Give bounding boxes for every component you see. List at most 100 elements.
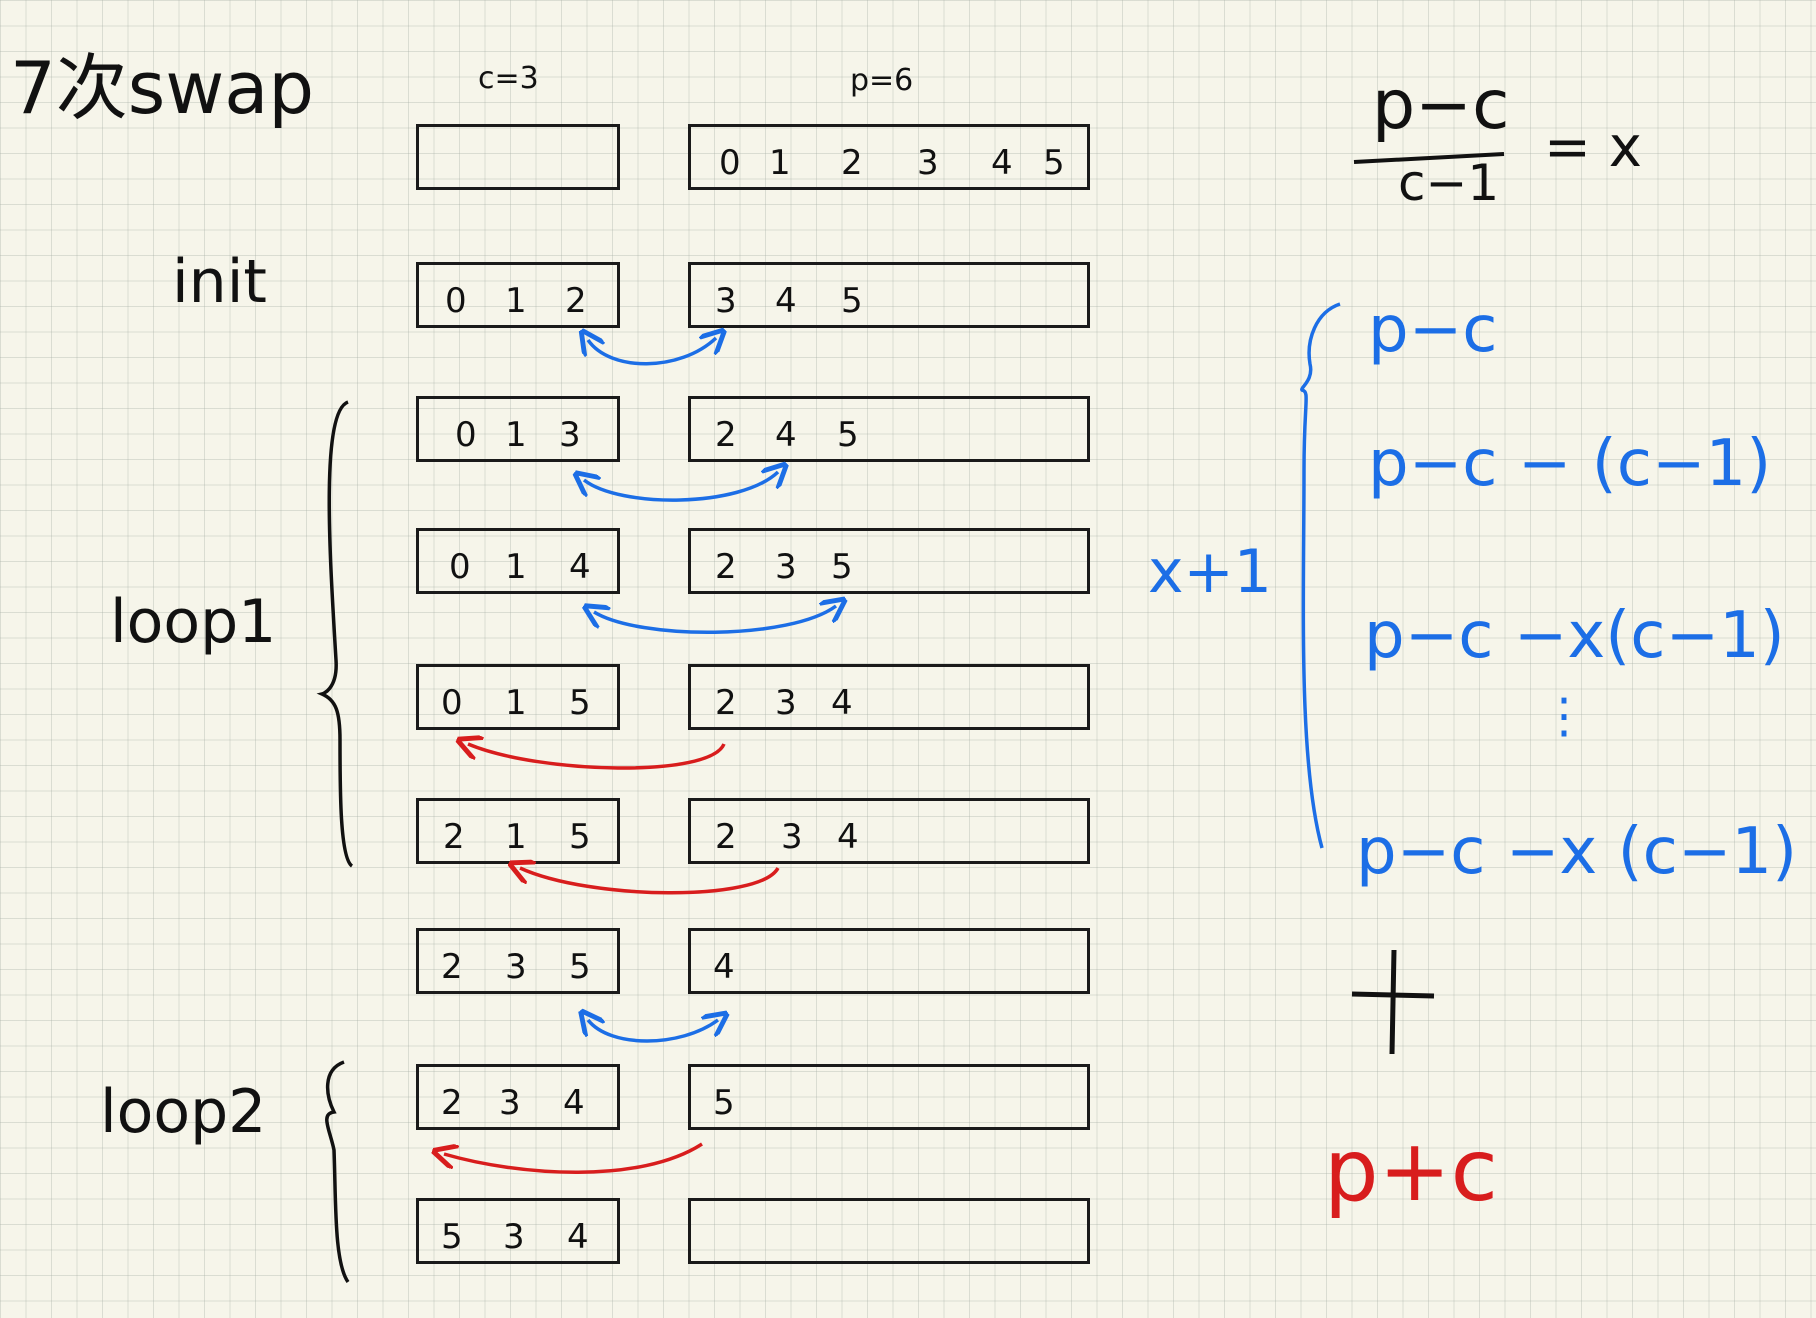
cell: 2 [441, 947, 463, 987]
swap-arrow [444, 1142, 703, 1174]
swap-arrow [588, 1020, 718, 1043]
cell: 5 [1043, 143, 1065, 183]
series-term: p−c [1368, 293, 1498, 367]
plus-sign [1351, 949, 1435, 1055]
array-row: 2 3 4 5 [0, 1064, 1816, 1139]
cell: 0 [445, 281, 467, 321]
cell: 1 [505, 281, 527, 321]
cell: 1 [505, 415, 527, 455]
array-row: 2 3 5 4 [0, 928, 1816, 1003]
c-array-box [416, 124, 620, 190]
p-array-box: 0 1 2 3 4 5 [688, 124, 1090, 190]
series-term: p−c −x (c−1) [1356, 815, 1798, 889]
cell: 0 [449, 547, 471, 587]
cell: 2 [715, 817, 737, 857]
cell: 0 [719, 143, 741, 183]
brace-label: x+1 [1148, 537, 1272, 607]
array-row: 0 1 4 2 3 5 [0, 528, 1816, 603]
fraction-bar [1353, 152, 1505, 164]
cell: 5 [569, 947, 591, 987]
cell: 4 [569, 547, 591, 587]
swap-arrow [594, 606, 836, 635]
cell: 4 [775, 415, 797, 455]
series-brace [1300, 302, 1341, 849]
p-array-box: 4 [688, 928, 1090, 994]
c-array-box: 5 3 4 [416, 1198, 620, 1264]
c-array-box: 2 3 5 [416, 928, 620, 994]
cell: 4 [567, 1217, 589, 1257]
p-array-box: 3 4 5 [688, 262, 1090, 328]
cell: 4 [775, 281, 797, 321]
swap-arrow [588, 338, 716, 366]
header-row: 0 1 2 3 4 5 [0, 124, 1816, 199]
array-row: 0 1 3 2 4 5 [0, 396, 1816, 471]
p-array-box: 2 3 4 [688, 664, 1090, 730]
cell: 3 [775, 547, 797, 587]
p-array-box: 5 [688, 1064, 1090, 1130]
cell: 5 [441, 1217, 463, 1257]
cell: 0 [455, 415, 477, 455]
cell: 2 [715, 547, 737, 587]
swap-arrow [520, 868, 780, 895]
cell: 1 [505, 817, 527, 857]
formula-denominator: c−1 [1398, 154, 1500, 212]
array-row: 0 1 2 3 4 5 [0, 262, 1816, 337]
cell: 3 [781, 817, 803, 857]
cell: 5 [841, 281, 863, 321]
c-array-box: 0 1 4 [416, 528, 620, 594]
cell: 4 [563, 1083, 585, 1123]
init-label: init [172, 247, 267, 317]
c-array-box: 0 1 5 [416, 664, 620, 730]
c-label: c=3 [478, 61, 539, 96]
cell: 0 [441, 683, 463, 723]
formula-numerator: p−c [1372, 66, 1510, 145]
cell: 3 [775, 683, 797, 723]
cell: 5 [831, 547, 853, 587]
cell: 4 [991, 143, 1013, 183]
p-array-box: 2 3 4 [688, 798, 1090, 864]
cell: 5 [713, 1083, 735, 1123]
cell: 3 [559, 415, 581, 455]
cell: 1 [769, 143, 791, 183]
loop1-brace [316, 400, 354, 868]
cell: 4 [713, 947, 735, 987]
c-array-box: 0 1 2 [416, 262, 620, 328]
swap-arrow [468, 744, 726, 770]
array-row: 0 1 5 2 3 4 [0, 664, 1816, 739]
c-array-box: 2 3 4 [416, 1064, 620, 1130]
cell: 4 [837, 817, 859, 857]
loop2-label: loop2 [100, 1077, 267, 1147]
final-term: p+c [1324, 1121, 1498, 1221]
cell: 2 [441, 1083, 463, 1123]
loop2-brace [325, 1060, 350, 1284]
p-array-box [688, 1198, 1090, 1264]
cell: 1 [505, 683, 527, 723]
series-term: p−c −x(c−1) [1364, 599, 1785, 673]
cell: 3 [505, 947, 527, 987]
title: 7次swap [10, 46, 315, 130]
cell: 3 [499, 1083, 521, 1123]
c-array-box: 0 1 3 [416, 396, 620, 462]
cell: 2 [715, 683, 737, 723]
p-array-box: 2 3 5 [688, 528, 1090, 594]
series-term: p−c − (c−1) [1368, 427, 1772, 501]
cell: 2 [565, 281, 587, 321]
cell: 3 [715, 281, 737, 321]
p-array-box: 2 4 5 [688, 396, 1090, 462]
swap-arrow [584, 472, 778, 502]
cell: 1 [505, 547, 527, 587]
cell: 3 [917, 143, 939, 183]
array-row: 5 3 4 [0, 1198, 1816, 1273]
formula-result: = x [1544, 115, 1642, 180]
cell: 5 [569, 817, 591, 857]
cell: 3 [503, 1217, 525, 1257]
loop1-label: loop1 [110, 587, 277, 657]
cell: 2 [715, 415, 737, 455]
p-label: p=6 [850, 63, 914, 98]
cell: 2 [841, 143, 863, 183]
cell: 4 [831, 683, 853, 723]
cell: 5 [837, 415, 859, 455]
cell: 2 [443, 817, 465, 857]
cell: 5 [569, 683, 591, 723]
